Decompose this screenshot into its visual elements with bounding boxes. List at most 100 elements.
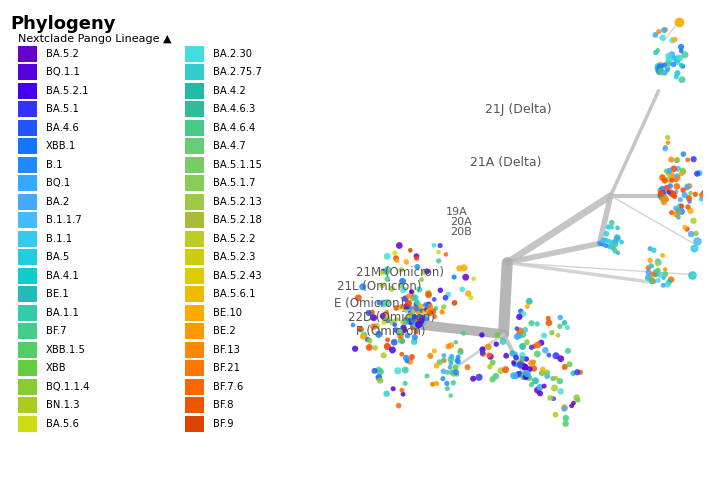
- Point: [404, 357, 415, 365]
- FancyBboxPatch shape: [185, 119, 204, 135]
- Point: [662, 67, 673, 75]
- Text: BA.4.7: BA.4.7: [213, 141, 246, 151]
- Text: XBB.1: XBB.1: [46, 141, 77, 151]
- Point: [455, 348, 466, 356]
- Point: [433, 248, 444, 256]
- Point: [672, 173, 683, 181]
- Point: [442, 385, 453, 393]
- Point: [696, 191, 707, 199]
- Point: [601, 230, 612, 238]
- Point: [515, 359, 527, 367]
- Point: [508, 372, 519, 379]
- Text: BF.21: BF.21: [213, 363, 240, 373]
- Point: [671, 183, 682, 190]
- Point: [413, 318, 425, 325]
- Point: [672, 55, 683, 63]
- Point: [698, 189, 709, 197]
- Point: [438, 367, 449, 375]
- Point: [430, 304, 442, 312]
- Point: [425, 309, 436, 317]
- Point: [662, 139, 674, 147]
- Point: [393, 402, 404, 410]
- Point: [375, 368, 386, 376]
- Text: BQ.1.1.4: BQ.1.1.4: [46, 382, 89, 392]
- Point: [671, 156, 682, 164]
- Point: [672, 207, 684, 215]
- Point: [541, 369, 552, 376]
- Point: [434, 358, 445, 366]
- Point: [400, 306, 411, 314]
- Point: [662, 133, 673, 141]
- Point: [427, 380, 439, 388]
- Point: [518, 331, 529, 338]
- Point: [682, 156, 694, 164]
- FancyBboxPatch shape: [18, 138, 38, 154]
- Text: 22D (Omicron): 22D (Omicron): [349, 311, 435, 324]
- Point: [671, 210, 682, 218]
- Point: [407, 323, 418, 331]
- Point: [467, 375, 479, 383]
- Point: [450, 364, 462, 372]
- Point: [655, 190, 666, 198]
- Point: [524, 365, 535, 373]
- Text: BA.5.2.13: BA.5.2.13: [213, 197, 262, 206]
- Point: [454, 264, 465, 272]
- FancyBboxPatch shape: [185, 267, 204, 283]
- Point: [497, 337, 508, 345]
- Point: [688, 155, 699, 163]
- Point: [660, 26, 671, 34]
- Point: [536, 369, 547, 377]
- Point: [413, 309, 424, 317]
- FancyBboxPatch shape: [18, 305, 38, 321]
- Point: [666, 171, 677, 179]
- Point: [612, 249, 623, 257]
- Point: [457, 285, 468, 293]
- Point: [665, 276, 677, 283]
- Point: [389, 249, 400, 257]
- Point: [672, 213, 684, 221]
- Text: B.1: B.1: [46, 160, 62, 169]
- FancyBboxPatch shape: [18, 82, 38, 98]
- Point: [607, 240, 618, 247]
- Point: [368, 314, 379, 321]
- Text: BA.2.75.7: BA.2.75.7: [213, 67, 262, 77]
- Point: [373, 330, 384, 338]
- Point: [616, 238, 627, 246]
- Point: [653, 61, 665, 69]
- FancyBboxPatch shape: [185, 379, 204, 394]
- Point: [405, 318, 416, 326]
- Point: [518, 373, 530, 380]
- Point: [674, 209, 685, 217]
- Point: [391, 326, 402, 334]
- Point: [684, 207, 696, 215]
- Point: [439, 357, 450, 365]
- Point: [645, 257, 656, 264]
- Point: [652, 63, 664, 71]
- Point: [413, 320, 425, 328]
- Point: [611, 238, 622, 246]
- Point: [521, 373, 532, 381]
- Point: [509, 350, 520, 358]
- Point: [419, 309, 430, 317]
- Point: [414, 320, 425, 328]
- FancyBboxPatch shape: [18, 175, 38, 191]
- Point: [462, 363, 474, 371]
- Point: [409, 313, 420, 321]
- Text: BA.5.1.15: BA.5.1.15: [213, 160, 262, 169]
- Point: [413, 286, 425, 294]
- FancyBboxPatch shape: [185, 397, 204, 413]
- Point: [655, 271, 666, 279]
- Point: [532, 341, 544, 349]
- Point: [663, 278, 674, 286]
- Point: [532, 320, 543, 328]
- Point: [487, 375, 498, 383]
- Point: [405, 304, 416, 312]
- Point: [422, 310, 433, 318]
- Point: [391, 304, 402, 312]
- Point: [520, 363, 531, 371]
- Point: [675, 43, 687, 51]
- Point: [559, 319, 570, 327]
- Point: [543, 319, 555, 327]
- Point: [538, 332, 550, 339]
- Point: [409, 319, 420, 327]
